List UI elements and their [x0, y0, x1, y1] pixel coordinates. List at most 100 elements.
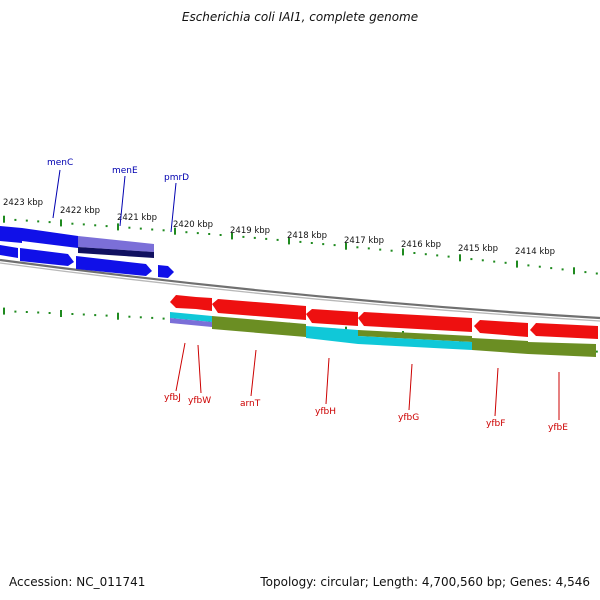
- gene-yfbF: [474, 320, 528, 337]
- minor-tick: [25, 219, 28, 222]
- leader-menC: [52, 169, 61, 219]
- topology-text: Topology: circular; Length: 4,700,560 bp…: [260, 575, 590, 589]
- scale-label: 2417 kbp: [344, 236, 384, 246]
- leader-pmrD: [170, 182, 177, 233]
- scale-label: 2416 kbp: [401, 240, 441, 250]
- major-tick: [402, 248, 404, 256]
- gene-label-menC: menC: [47, 158, 73, 168]
- minor-tick: [162, 317, 165, 320]
- scale-label: 2421 kbp: [117, 213, 157, 223]
- minor-tick: [82, 313, 85, 316]
- minor-tick: [595, 350, 598, 353]
- gene-label-menE: menE: [112, 166, 138, 176]
- gene-forward-b: [20, 248, 74, 266]
- major-tick: [3, 307, 5, 315]
- minor-tick: [470, 258, 473, 261]
- minor-tick: [185, 231, 188, 234]
- major-tick: [459, 254, 461, 262]
- minor-tick: [48, 312, 51, 314]
- gene-forward-c: [76, 256, 152, 276]
- minor-tick: [37, 311, 40, 314]
- major-tick: [288, 237, 290, 245]
- gene-label-yfbG: yfbG: [398, 413, 419, 423]
- cds-cyan-small: [170, 312, 212, 322]
- gene-menE-dark: [78, 247, 154, 258]
- minor-tick: [413, 252, 416, 254]
- minor-tick: [538, 265, 541, 268]
- minor-tick: [436, 254, 439, 257]
- minor-tick: [584, 271, 587, 274]
- minor-tick: [310, 242, 313, 244]
- minor-tick: [481, 259, 484, 262]
- major-tick: [117, 312, 119, 320]
- scale-label: 2418 kbp: [287, 231, 327, 241]
- scale-label: 2422 kbp: [60, 206, 100, 216]
- leader-arnT: [250, 349, 257, 397]
- minor-tick: [447, 255, 450, 258]
- minor-tick: [253, 236, 256, 239]
- scale-label: 2423 kbp: [3, 198, 43, 208]
- gene-label-yfbW: yfbW: [188, 396, 211, 406]
- minor-tick: [14, 310, 17, 313]
- minor-tick: [151, 316, 154, 319]
- minor-tick: [242, 235, 245, 238]
- minor-tick: [105, 314, 108, 317]
- minor-tick: [37, 220, 40, 223]
- minor-tick: [128, 315, 131, 318]
- scale-label: 2415 kbp: [458, 244, 498, 254]
- gene-yfbJ: [170, 295, 196, 309]
- gene-yfbE: [530, 323, 598, 339]
- gene-menE-region: [78, 236, 154, 252]
- gene-label-pmrD: pmrD: [164, 173, 189, 183]
- map-title: Escherichia coli IAI1, complete genome: [181, 10, 419, 24]
- minor-tick: [550, 267, 553, 270]
- gene-yfbW: [196, 297, 212, 311]
- major-tick: [345, 242, 347, 250]
- gene-label-yfbF: yfbF: [486, 419, 505, 429]
- gene-label-yfbE: yfbE: [548, 423, 568, 433]
- minor-tick: [128, 226, 131, 229]
- accession-text: Accession: NC_011741: [9, 575, 146, 589]
- upper-tick-track: [3, 215, 598, 275]
- major-tick: [60, 310, 62, 317]
- backbone-line-inner: [0, 262, 600, 322]
- leader-yfbH: [325, 357, 330, 405]
- minor-tick: [94, 314, 97, 317]
- cds-cyan-yfbH: [306, 326, 358, 344]
- gene-label-yfbJ: yfbJ: [164, 393, 181, 403]
- gene-pmrD: [158, 265, 174, 278]
- minor-tick: [14, 218, 17, 221]
- scale-label: 2419 kbp: [230, 226, 270, 236]
- minor-tick: [595, 272, 598, 275]
- gene-menC: [22, 228, 78, 248]
- cds-cyan-yfbG: [358, 336, 472, 350]
- gene-yfbH: [306, 309, 358, 326]
- minor-tick: [82, 223, 85, 226]
- minor-tick: [151, 228, 154, 231]
- minor-tick: [71, 222, 74, 225]
- minor-tick: [390, 249, 393, 252]
- leader-yfbF: [494, 367, 499, 417]
- major-tick: [3, 215, 5, 223]
- cds-olive-yfbE: [528, 342, 596, 357]
- gene-forward-a: [0, 245, 18, 258]
- minor-tick: [333, 244, 336, 247]
- leader-yfbG: [408, 363, 413, 411]
- minor-tick: [527, 264, 530, 267]
- minor-tick: [94, 224, 97, 227]
- gene-label-yfbH: yfbH: [315, 407, 336, 417]
- leader-yfbW: [197, 344, 202, 394]
- gene-block-forward: [0, 226, 22, 243]
- minor-tick: [105, 225, 108, 228]
- gene-yfbG: [358, 312, 472, 332]
- minor-tick: [196, 232, 199, 235]
- minor-tick: [219, 234, 222, 236]
- cds-lavender-small: [170, 318, 212, 327]
- minor-tick: [504, 261, 507, 264]
- cds-olive-yfbF: [472, 338, 528, 354]
- major-tick: [174, 227, 176, 235]
- minor-tick: [265, 237, 268, 240]
- minor-tick: [139, 227, 142, 230]
- major-tick: [60, 219, 62, 227]
